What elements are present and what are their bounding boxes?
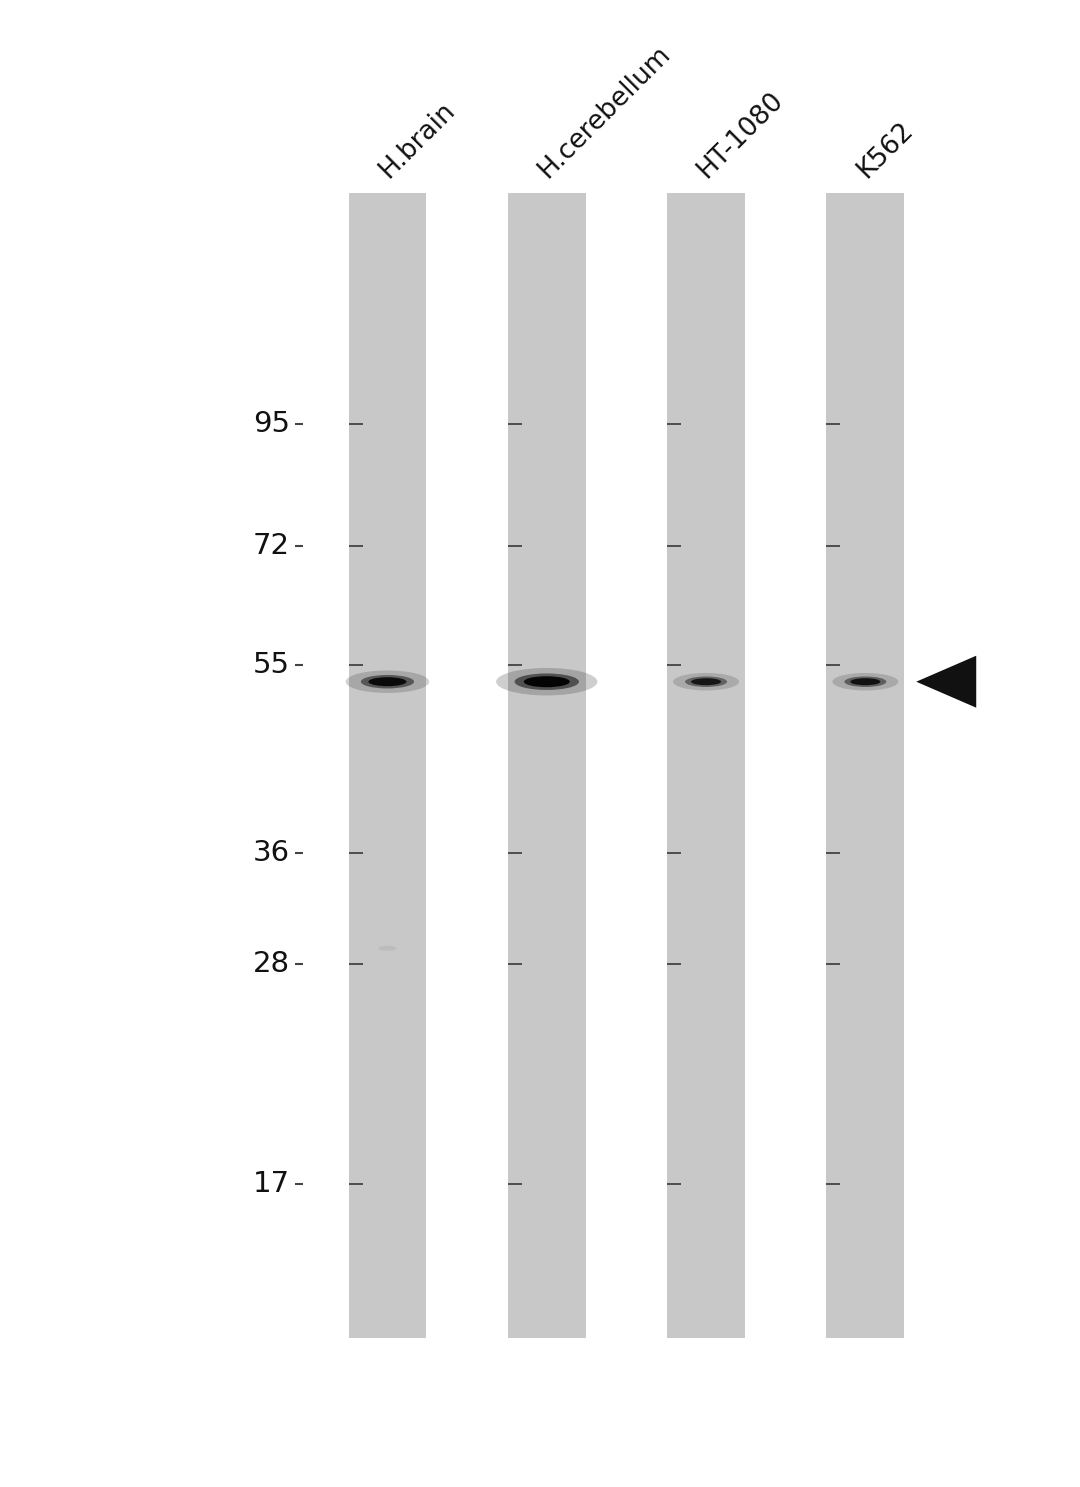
Ellipse shape <box>346 671 429 693</box>
Ellipse shape <box>845 677 887 687</box>
Ellipse shape <box>514 674 579 690</box>
Ellipse shape <box>850 678 880 686</box>
Text: H.cerebellum: H.cerebellum <box>534 40 676 183</box>
Bar <box>349 193 427 1338</box>
Text: K562: K562 <box>852 117 918 183</box>
Bar <box>508 193 585 1338</box>
Text: 17: 17 <box>253 1170 289 1199</box>
Ellipse shape <box>378 946 396 950</box>
Text: H.brain: H.brain <box>374 97 460 183</box>
Ellipse shape <box>691 678 721 686</box>
Ellipse shape <box>685 677 727 687</box>
Text: 95: 95 <box>253 410 289 437</box>
Ellipse shape <box>833 674 899 690</box>
Ellipse shape <box>524 677 570 687</box>
Ellipse shape <box>361 675 414 688</box>
Polygon shape <box>916 656 976 708</box>
Text: HT-1080: HT-1080 <box>692 88 788 183</box>
Text: 28: 28 <box>253 950 289 978</box>
Text: 55: 55 <box>253 651 289 680</box>
Bar <box>667 193 745 1338</box>
Bar <box>826 193 904 1338</box>
Text: 72: 72 <box>253 532 289 561</box>
Ellipse shape <box>368 677 406 686</box>
Ellipse shape <box>496 668 597 696</box>
Ellipse shape <box>673 674 739 690</box>
Text: 36: 36 <box>253 839 289 867</box>
